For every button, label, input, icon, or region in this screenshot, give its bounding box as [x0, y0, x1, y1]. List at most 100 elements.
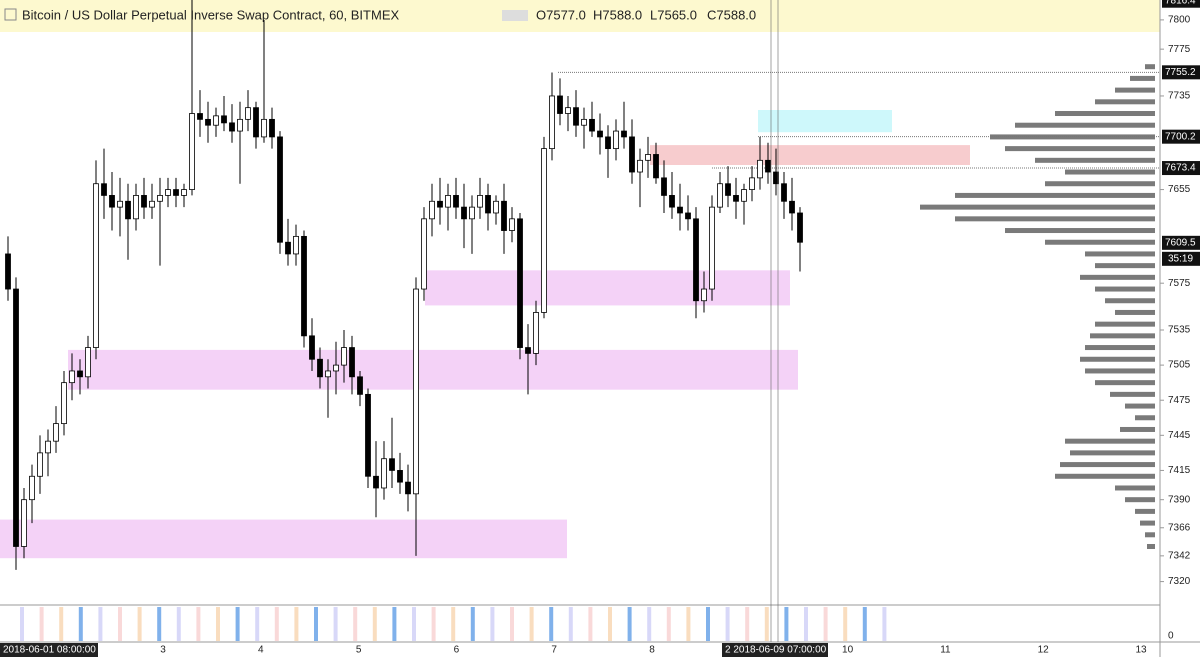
volume-profile-bar: [1005, 228, 1155, 234]
candle-body: [173, 189, 179, 196]
volume-profile-bar: [1055, 111, 1155, 117]
candle-body: [221, 115, 227, 124]
volume-stripe: [314, 607, 318, 641]
candle-body: [325, 370, 331, 378]
volume-profile-bar: [1110, 391, 1155, 397]
x-tick-label: 4: [258, 645, 264, 656]
candle-body: [61, 382, 67, 425]
volume-profile-bar: [1130, 75, 1155, 81]
candle-body: [581, 118, 587, 126]
candle-body: [501, 200, 507, 231]
candle-body: [653, 154, 659, 179]
candle-body: [109, 195, 115, 208]
volume-stripe: [137, 607, 142, 641]
x-tick-label: 13: [1135, 645, 1147, 656]
volume-profile-bar: [1095, 321, 1155, 327]
candle-body: [165, 189, 171, 196]
candle-body: [205, 118, 211, 126]
volume-profile-bar: [1065, 438, 1155, 444]
candle-body: [693, 218, 699, 302]
volume-profile-bar: [1145, 532, 1155, 538]
volume-stripe: [725, 607, 730, 641]
volume-stripe: [274, 607, 279, 641]
volume-profile-bar: [1135, 415, 1155, 421]
zone: [758, 110, 892, 133]
x-tick-label: 5: [356, 645, 362, 656]
candle-body: [733, 195, 739, 202]
volume-stripe: [706, 607, 710, 641]
volume-stripe: [843, 607, 848, 641]
volume-stripe: [392, 607, 397, 641]
y-tick-label: 7342: [1168, 550, 1191, 561]
volume-profile-bar: [1105, 298, 1155, 304]
candle-body: [789, 200, 795, 214]
volume-stripe: [235, 607, 240, 641]
candle-body: [69, 370, 75, 384]
candle-body: [397, 470, 403, 483]
y-tick-label: 7775: [1168, 44, 1191, 55]
price-marker-label: 7700.2: [1165, 131, 1196, 142]
candle-body: [757, 159, 763, 179]
x-tick-label: 7: [551, 645, 557, 656]
volume-profile-bar: [1085, 251, 1155, 257]
candle-body: [229, 122, 235, 132]
candle-body: [773, 171, 779, 185]
candle-body: [445, 195, 451, 208]
zone: [650, 145, 970, 165]
candle-body: [317, 358, 323, 378]
volume-profile-bar: [1095, 380, 1155, 386]
candle-body: [301, 235, 307, 337]
volume-stripe: [255, 607, 260, 641]
zone: [0, 519, 567, 559]
volume-stripe: [823, 607, 828, 641]
candle-body: [541, 148, 547, 313]
price-marker-label: 7816.4: [1165, 0, 1196, 6]
volume-profile-bar: [1115, 485, 1155, 491]
candle-body: [181, 189, 187, 196]
candle-body: [509, 218, 515, 231]
volume-profile-bar: [1115, 87, 1155, 93]
volume-stripe: [353, 607, 358, 641]
volume-stripe: [470, 607, 475, 641]
y-tick-label: 7390: [1168, 494, 1191, 505]
volume-stripe: [745, 607, 750, 641]
volume-stripe: [294, 607, 299, 641]
volume-profile-bar: [1005, 146, 1155, 152]
volume-profile-bar: [1065, 169, 1155, 175]
candle-body: [53, 423, 59, 442]
candle-body: [213, 115, 219, 126]
expand-icon[interactable]: [4, 8, 17, 21]
volume-profile-bar: [1125, 497, 1155, 503]
volume-stripe: [118, 607, 122, 641]
volume-stripe: [157, 607, 162, 641]
candle-body: [45, 440, 51, 454]
candle-body: [277, 136, 283, 243]
volume-profile-bar: [1095, 286, 1155, 292]
candle-body: [341, 347, 347, 366]
candle-body: [797, 212, 803, 243]
candle-body: [605, 136, 611, 150]
candle-body: [5, 253, 11, 290]
volume-profile-bar: [1115, 309, 1155, 315]
candle-body: [437, 200, 443, 208]
candle-body: [725, 183, 731, 196]
volume-profile-bar: [1080, 356, 1155, 362]
chart-title: Bitcoin / US Dollar Perpetual Inverse Sw…: [22, 7, 399, 22]
settings-icon[interactable]: [502, 10, 528, 21]
candle-body: [461, 206, 467, 220]
ohlc-value: H7588.0: [593, 7, 642, 22]
candle-body: [469, 206, 475, 220]
candle-body: [357, 376, 363, 395]
candle-body: [13, 288, 19, 547]
volume-stripe: [549, 607, 554, 641]
candle-body: [557, 95, 563, 114]
candle-body: [157, 195, 163, 202]
candle-body: [701, 288, 707, 302]
x-tick-label: 11: [940, 645, 951, 656]
y-tick-label: 7475: [1168, 395, 1191, 406]
volume-stripe: [333, 607, 338, 641]
volume-stripe: [510, 607, 514, 641]
volume-profile-bar: [1085, 368, 1155, 374]
candle-body: [573, 107, 579, 126]
volume-tick-label: 0: [1168, 631, 1174, 642]
